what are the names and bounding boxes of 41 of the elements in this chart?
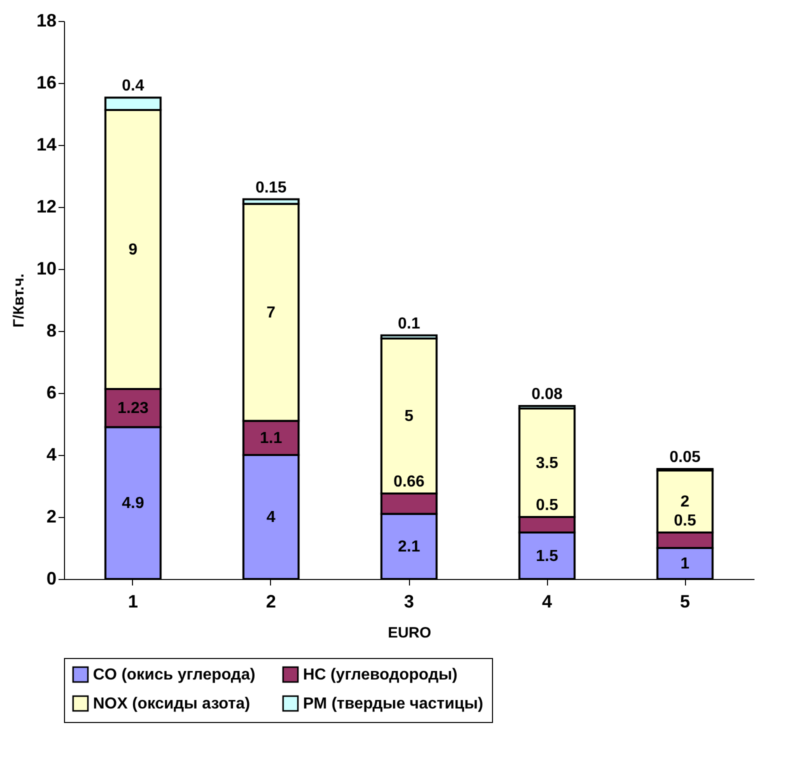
data-label: 1.5: [536, 548, 558, 565]
data-label: 5: [404, 408, 414, 425]
legend-label: PM (твердые частицы): [303, 696, 484, 712]
x-tick-label: 2: [266, 592, 276, 612]
data-label: 7: [266, 304, 276, 322]
x-tick-label: 5: [680, 592, 690, 612]
data-label: 1.1: [260, 430, 282, 447]
y-tick-label: 18: [36, 10, 56, 30]
y-axis-title: Г/Квт.ч.: [10, 274, 28, 328]
y-tick-label: 2: [46, 506, 56, 526]
y-tick-label: 16: [36, 72, 56, 92]
data-label: 1.23: [117, 400, 149, 418]
data-label: 0.5: [536, 497, 558, 514]
x-tick-label: 4: [542, 592, 552, 612]
y-tick-label: 12: [36, 196, 56, 216]
data-label: 2: [680, 494, 690, 510]
x-tick-label: 3: [404, 592, 414, 612]
y-tick-label: 4: [46, 444, 56, 464]
y-tick-label: 8: [46, 320, 56, 340]
data-label: 0.1: [398, 315, 420, 332]
x-tick-label: 1: [128, 592, 138, 612]
data-label: 1: [680, 556, 690, 572]
data-label: 0.15: [255, 179, 287, 196]
data-label: 4.9: [122, 495, 144, 512]
y-tick-label: 10: [36, 258, 56, 278]
data-label: 2.1: [398, 538, 420, 556]
y-tick-label: 6: [46, 382, 56, 402]
data-label: 3.5: [536, 454, 558, 472]
legend-label: HC (углеводороды): [303, 666, 458, 684]
data-label: 0.05: [669, 448, 701, 466]
y-tick-label: 0: [46, 568, 56, 588]
data-label: 0.5: [674, 512, 696, 530]
data-label: 0.4: [122, 78, 144, 95]
data-label: 0.08: [531, 386, 563, 404]
data-label: 9: [128, 241, 138, 258]
legend-label: NOX (оксиды азота): [93, 696, 250, 712]
x-axis-title: EURO: [388, 624, 432, 642]
legend-label: CO (окись углерода): [93, 666, 256, 684]
data-label: 4: [266, 509, 276, 526]
y-tick-label: 14: [36, 134, 56, 154]
data-label: 0.66: [393, 473, 425, 490]
